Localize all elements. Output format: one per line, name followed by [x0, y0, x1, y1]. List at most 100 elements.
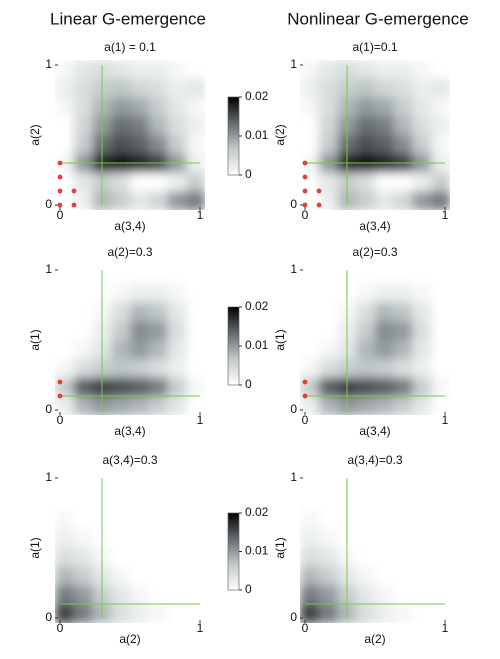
heatmap-cell [431, 548, 450, 568]
heatmap-cell [130, 585, 150, 605]
heatmap-cell [55, 377, 75, 397]
heatmap-cell [55, 491, 75, 511]
panel-title: a(2)=0.3 [107, 245, 152, 259]
heatmap-cell [356, 135, 376, 155]
heatmap-cell [130, 78, 150, 98]
heatmap-cell [431, 97, 450, 117]
heatmap-cell [412, 191, 432, 210]
heatmap-cells [300, 473, 450, 623]
heatmap-cell [300, 283, 320, 303]
heatmap-cell [73, 321, 93, 341]
heatmap-cell [393, 60, 413, 80]
colorbar-tick-label: 0.02 [245, 505, 269, 519]
heatmap-cell [300, 60, 320, 80]
heatmap-cell [412, 473, 432, 493]
heatmap-cell [130, 491, 150, 511]
heatmap-cell [55, 116, 75, 136]
heatmap [300, 60, 450, 210]
y-tick-label: 1 [45, 470, 52, 484]
heatmap-cell [186, 358, 205, 378]
heatmap-cell [148, 548, 168, 568]
heatmap-cell [412, 340, 432, 360]
heatmap-cell [73, 548, 93, 568]
heatmap-cell [300, 172, 320, 192]
heatmap-cell [148, 302, 168, 322]
heatmap-cell [130, 340, 150, 360]
heatmap-cell [393, 172, 413, 192]
heatmap-cell [300, 585, 320, 605]
heatmap-cell [111, 265, 131, 285]
heatmap [300, 265, 450, 415]
heatmap-cell [375, 321, 395, 341]
heatmap-cell [393, 340, 413, 360]
y-tick-label: 1 [290, 262, 297, 276]
heatmap-cell [412, 510, 432, 530]
heatmap-cell [73, 60, 93, 80]
heatmap-cell [356, 302, 376, 322]
heatmap-cell [412, 172, 432, 192]
heatmap-cell [73, 510, 93, 530]
y-tick-label: 0 [290, 197, 297, 211]
point [316, 202, 322, 208]
heatmap-cell [130, 548, 150, 568]
heatmap-cell [130, 377, 150, 397]
heatmap-cell [412, 60, 432, 80]
y-tick-label: 0 [45, 610, 52, 624]
heatmap-cell [55, 135, 75, 155]
x-axis-label: a(3,4) [114, 424, 145, 438]
heatmap-cell [318, 548, 338, 568]
heatmap-cell [111, 78, 131, 98]
point [302, 160, 308, 166]
heatmap-cell [431, 321, 450, 341]
point [57, 393, 63, 399]
heatmap-cell [167, 377, 187, 397]
heatmap-cell [356, 265, 376, 285]
heatmap-cell [412, 321, 432, 341]
column-title: Linear G-emergence [50, 9, 206, 28]
heatmap-cell [431, 396, 450, 415]
heatmap-cell [393, 491, 413, 511]
heatmap-cell [431, 473, 450, 493]
heatmap-cells [55, 60, 205, 210]
heatmap-cell [111, 510, 131, 530]
heatmap-cell [55, 172, 75, 192]
heatmap-cell [186, 566, 205, 586]
heatmap-cell [111, 529, 131, 549]
heatmap-cell [300, 510, 320, 530]
heatmap-cell [55, 548, 75, 568]
heatmap-cell [148, 283, 168, 303]
point [316, 188, 322, 194]
heatmap-cell [356, 604, 376, 623]
heatmap-cell [300, 97, 320, 117]
heatmap-cell [318, 491, 338, 511]
heatmap-cell [431, 265, 450, 285]
heatmap-cell [375, 566, 395, 586]
heatmap-cell [375, 78, 395, 98]
y-tick-label: 1 [45, 57, 52, 71]
heatmap-cell [130, 191, 150, 210]
x-axis-label: a(2) [364, 632, 385, 646]
heatmap-cell [130, 473, 150, 493]
heatmap-cell [431, 529, 450, 549]
heatmap-cell [356, 97, 376, 117]
heatmap-cell [186, 340, 205, 360]
y-axis-label: a(1) [273, 537, 287, 558]
heatmap-cell [412, 97, 432, 117]
heatmap-cell [318, 60, 338, 80]
y-axis-label: a(1) [273, 329, 287, 350]
heatmap-cell [356, 491, 376, 511]
heatmap-cell [167, 396, 187, 415]
heatmap-cell [393, 78, 413, 98]
heatmap-cell [431, 116, 450, 136]
heatmap-cell [318, 116, 338, 136]
heatmap-cell [412, 116, 432, 136]
heatmap-cell [73, 473, 93, 493]
heatmap-cell [111, 566, 131, 586]
heatmap-cell [318, 302, 338, 322]
heatmap-cell [318, 604, 338, 623]
heatmap-cell [111, 585, 131, 605]
x-axis-label: a(3,4) [359, 424, 390, 438]
heatmap-cell [356, 566, 376, 586]
heatmap-cell [148, 60, 168, 80]
